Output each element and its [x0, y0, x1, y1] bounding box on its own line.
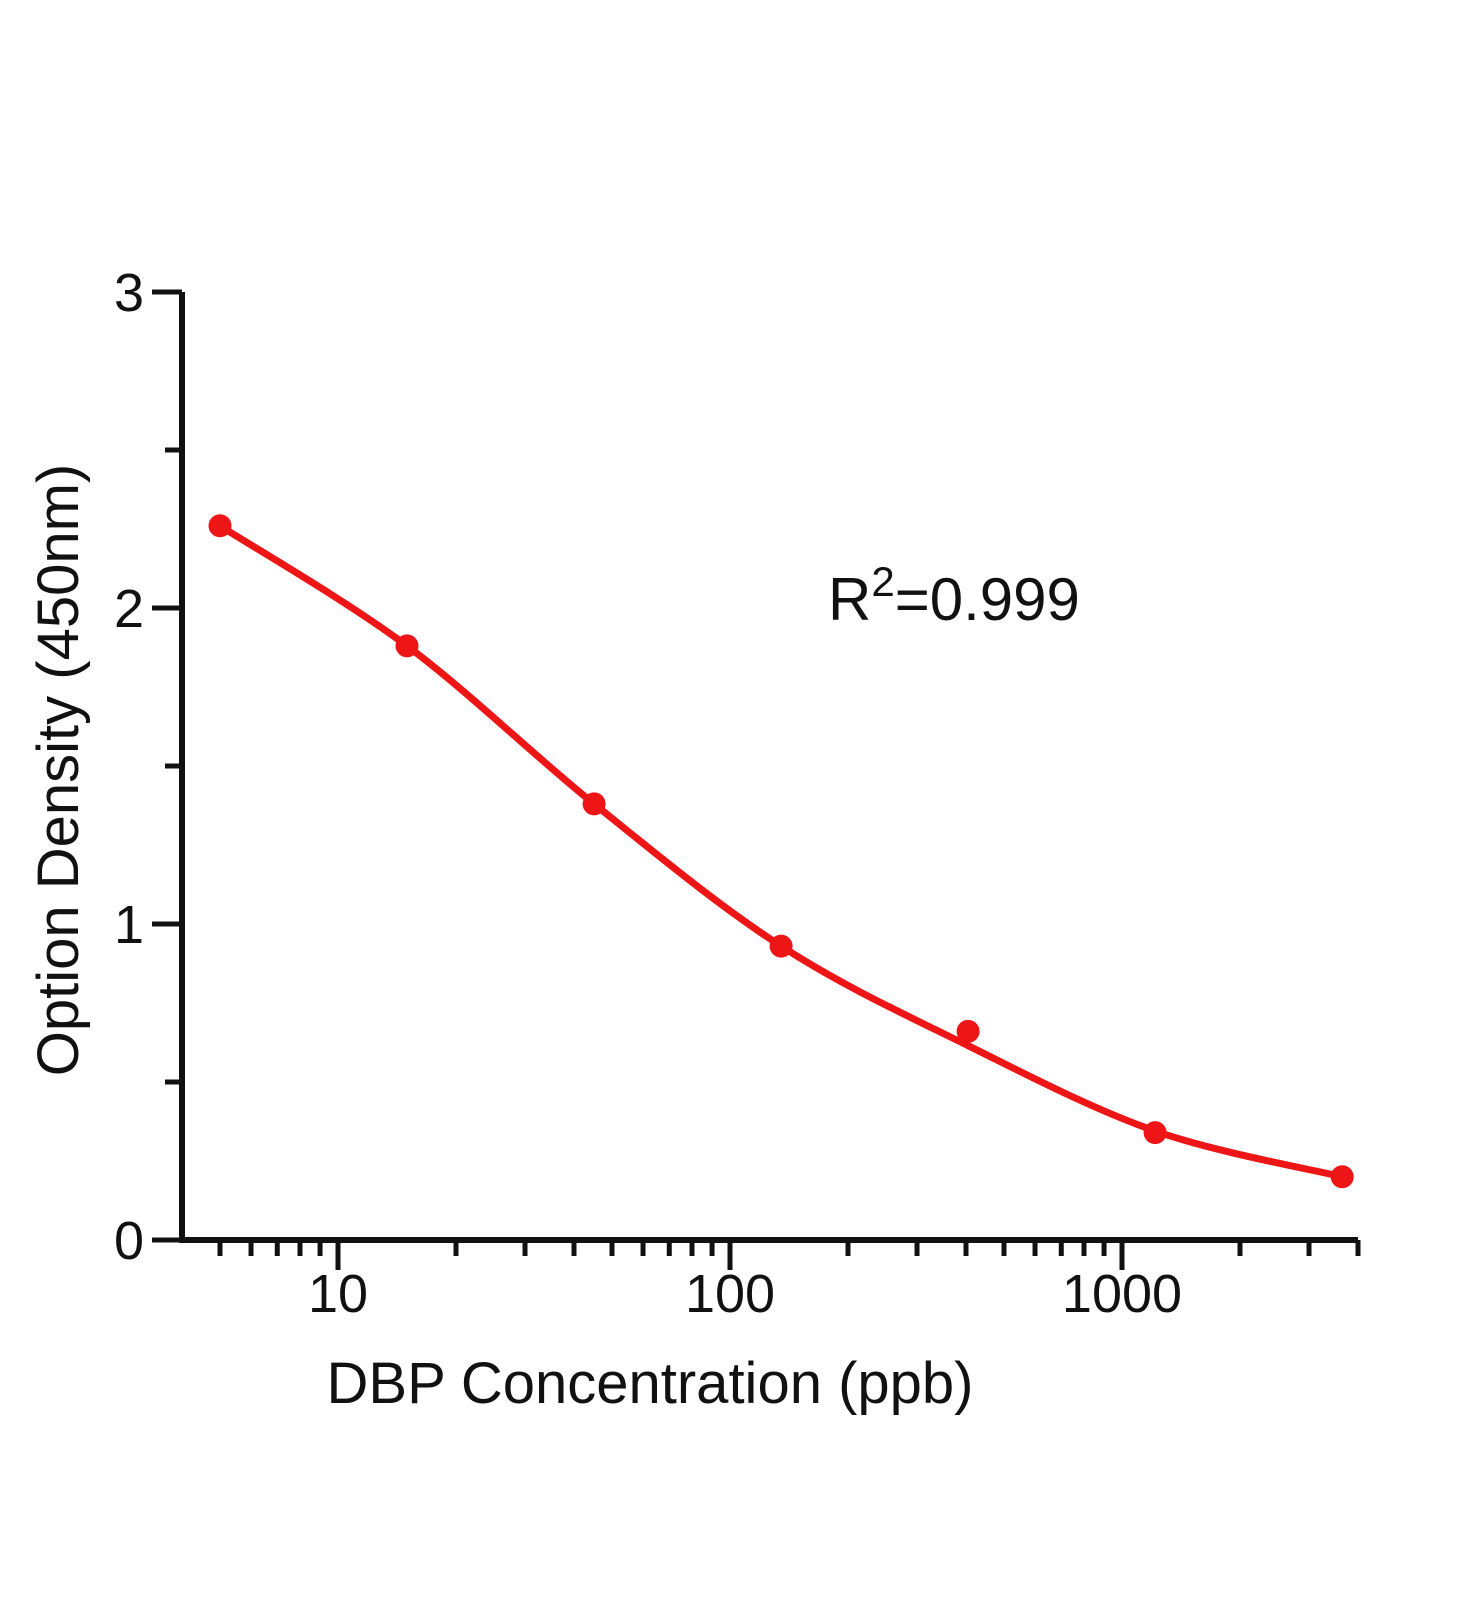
data-point — [582, 792, 606, 816]
axis-ticks — [152, 289, 1361, 1270]
data-point — [1330, 1165, 1354, 1189]
r-squared-exponent: 2 — [871, 558, 894, 605]
data-series — [208, 514, 1354, 1189]
r-squared-annotation: R2=0.999 — [828, 558, 1080, 633]
fit-curve-line — [216, 522, 1346, 1181]
x-tick-label: 100 — [685, 1264, 775, 1324]
axis-tick-labels: 10 100 1000 0 1 2 3 — [114, 263, 1182, 1324]
y-tick-label: 2 — [114, 579, 144, 639]
x-tick-label: 10 — [308, 1264, 368, 1324]
x-axis-title: DBP Concentration (ppb) — [327, 1351, 974, 1416]
y-axis-title: Option Density (450nm) — [26, 464, 91, 1076]
axes — [179, 292, 1358, 1243]
data-point — [956, 1019, 980, 1043]
x-tick-label: 1000 — [1062, 1264, 1182, 1324]
r-squared-base: R — [828, 566, 871, 633]
y-tick-label: 1 — [114, 895, 144, 955]
data-point — [395, 634, 419, 658]
y-tick-label: 0 — [114, 1211, 144, 1271]
data-point — [1143, 1121, 1167, 1145]
r-squared-value: =0.999 — [895, 566, 1080, 633]
data-point — [208, 514, 232, 538]
data-point — [769, 934, 793, 958]
y-tick-label: 3 — [114, 263, 144, 323]
